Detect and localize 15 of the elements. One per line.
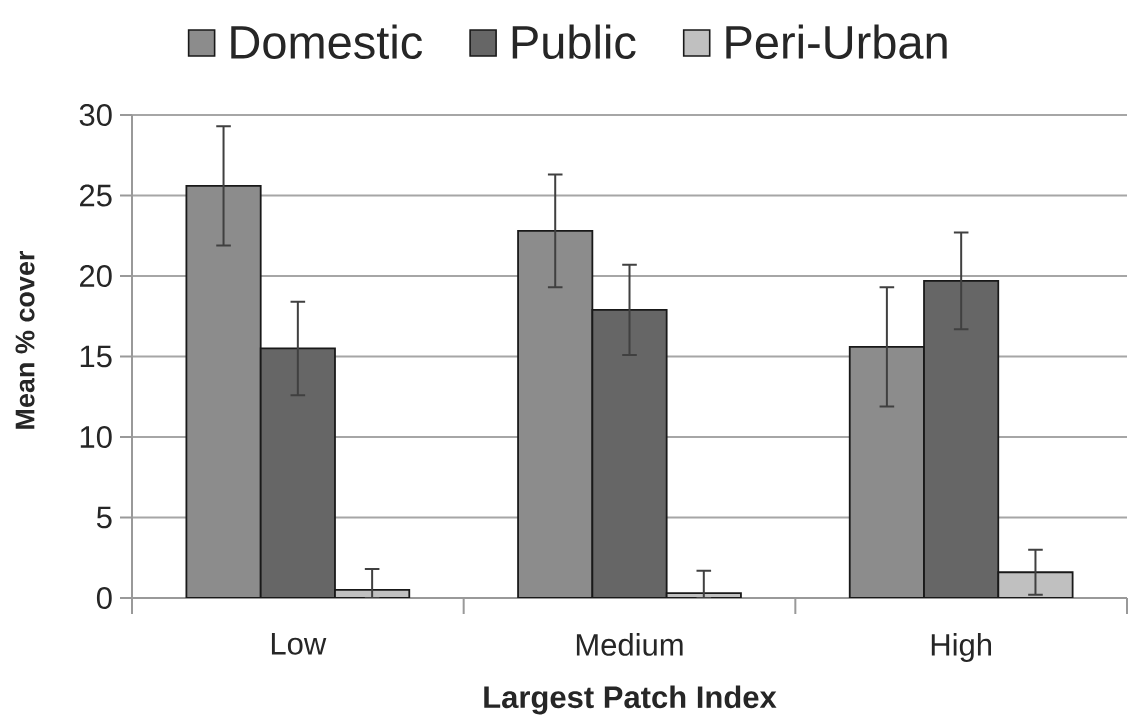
y-tick-label: 0: [96, 587, 112, 609]
legend-label: Domestic: [231, 24, 423, 60]
y-tick-label: 5: [96, 506, 112, 529]
x-tick-label: High: [931, 633, 992, 662]
y-axis-title: Mean % cover: [15, 250, 35, 429]
legend-label: Peri-Urban: [726, 24, 947, 60]
y-tick-label: 15: [80, 345, 112, 368]
y-tick-label: 10: [80, 426, 112, 448]
y-tick-label: 25: [80, 184, 112, 207]
y-tick-label: 30: [79, 104, 112, 126]
x-tick-label: Medium: [576, 633, 683, 656]
x-axis-title: Largest Patch Index: [484, 685, 777, 715]
x-tick-label: Low: [271, 633, 327, 655]
legend-label: Public: [512, 24, 636, 60]
y-tick-label: 20: [80, 265, 112, 287]
